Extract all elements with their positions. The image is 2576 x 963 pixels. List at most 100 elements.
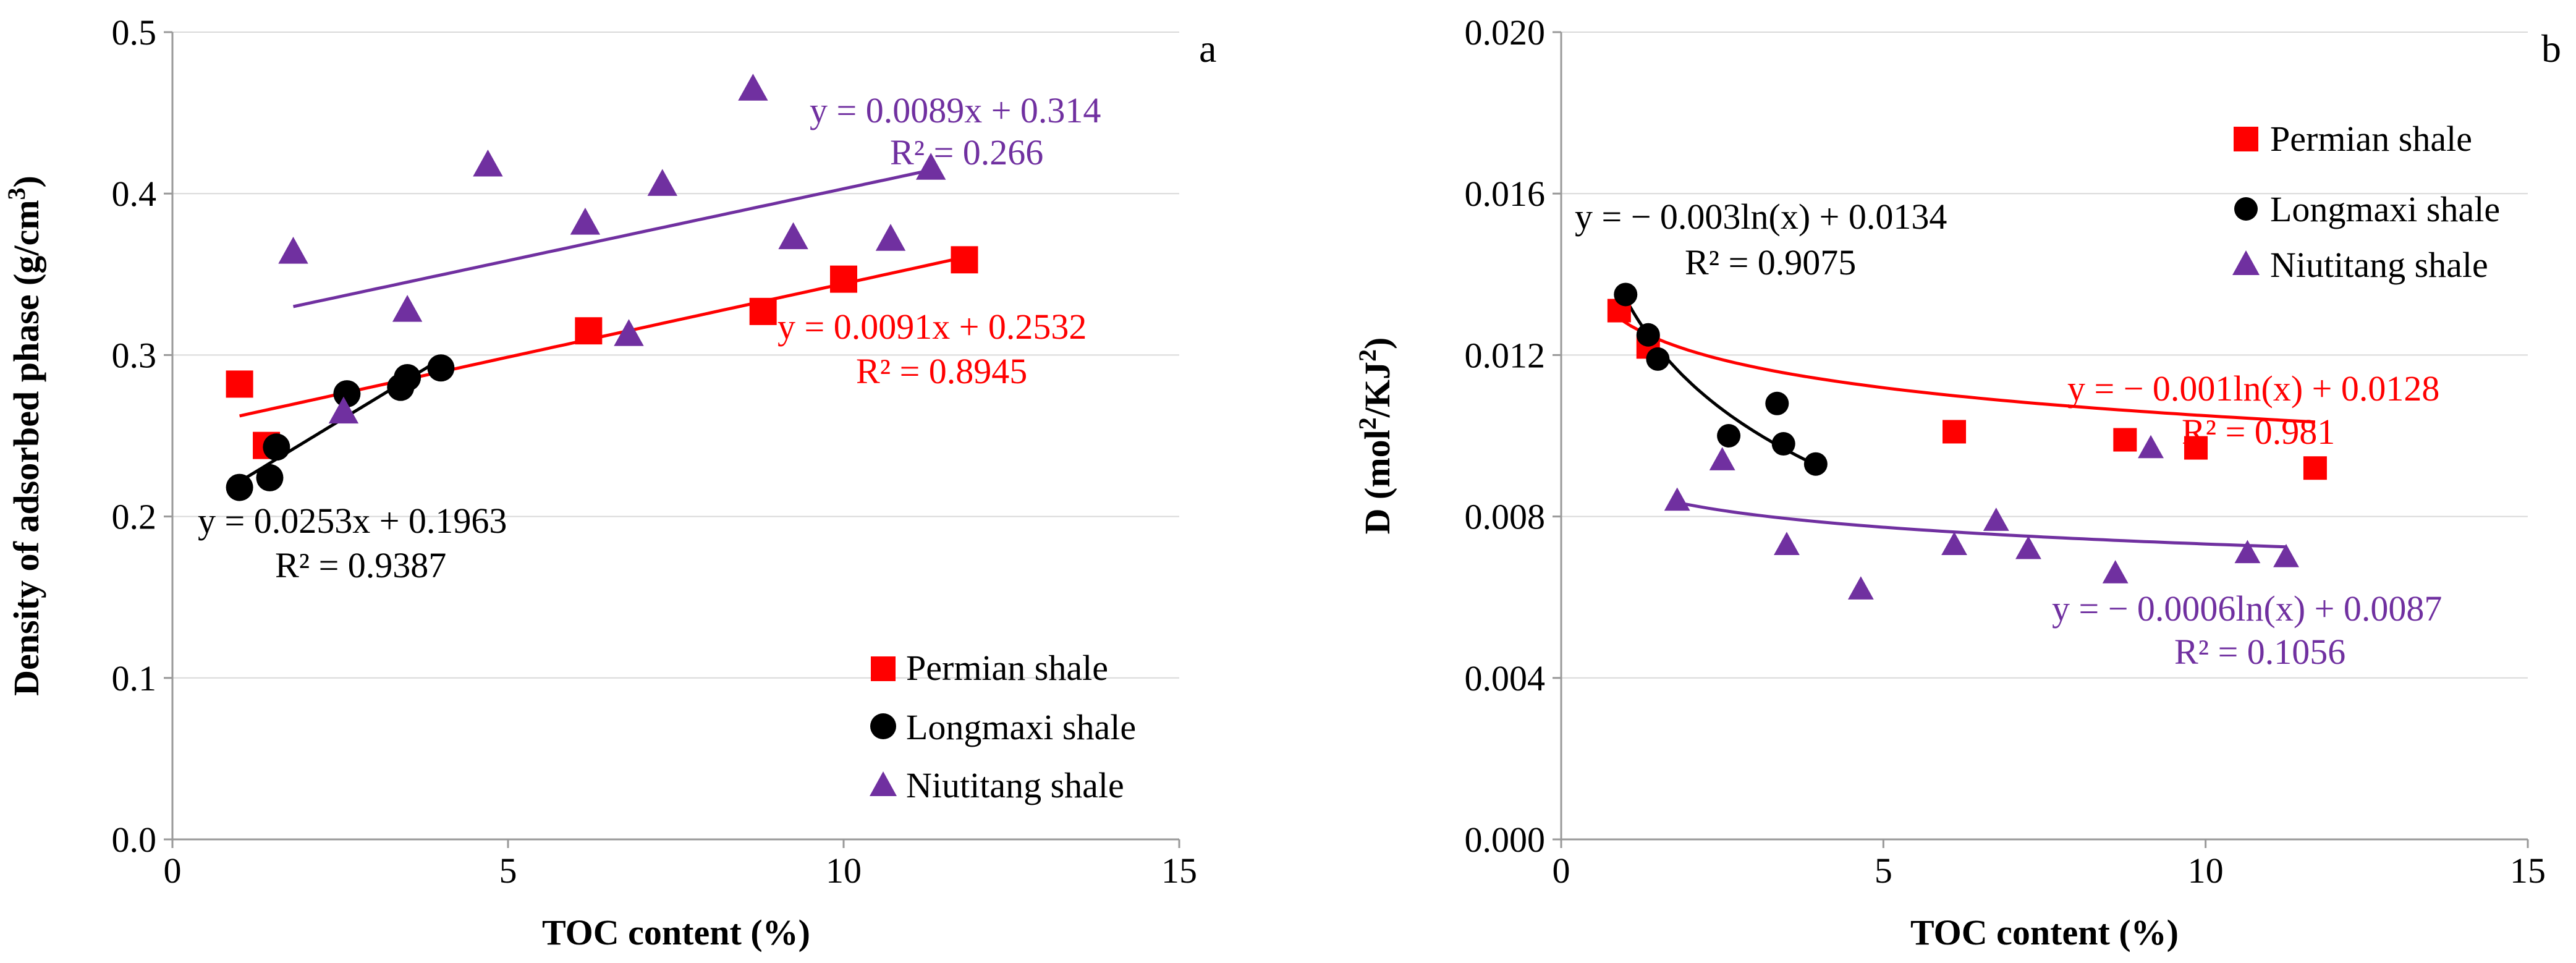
panel-a-x-axis-title: TOC content (%) bbox=[542, 912, 810, 952]
panel-b-point-longmaxi bbox=[1803, 452, 1828, 476]
panel-a-r2-longmaxi: R² = 0.9387 bbox=[275, 545, 446, 585]
panel-b-r2-longmaxi: R² = 0.9075 bbox=[1685, 242, 1856, 282]
panel-b-point-niutitang bbox=[1774, 532, 1800, 556]
panel-b-point-niutitang bbox=[1709, 447, 1735, 470]
panel-b-y-tick-label: 0.012 bbox=[1465, 335, 1546, 375]
panel-b-y-axis-title: D (mol2/KJ2) bbox=[1354, 337, 1397, 535]
panel-b-point-longmaxi bbox=[1717, 424, 1741, 448]
panel-b-y-tick-label: 0.000 bbox=[1465, 820, 1546, 860]
panel-b-point-niutitang bbox=[2015, 535, 2041, 559]
panel-b-point-permian bbox=[1943, 420, 1967, 444]
panel-a-trendline-niutitang bbox=[292, 168, 931, 308]
panel-b-trendline-permian bbox=[1618, 317, 2316, 424]
panel-a-y-tick-label: 0.4 bbox=[112, 174, 157, 214]
panel-a-r2-permian: R² = 0.8945 bbox=[856, 351, 1027, 391]
panel-b-equation-longmaxi: y = − 0.003ln(x) + 0.0134 bbox=[1575, 197, 1947, 237]
panel-a-point-permian bbox=[575, 317, 603, 345]
panel-a-point-longmaxi bbox=[226, 473, 253, 501]
panel-b-point-longmaxi bbox=[1636, 323, 1660, 347]
panel-b-points bbox=[1607, 282, 2327, 600]
panel-a-y-tick-label: 0.0 bbox=[112, 820, 157, 860]
panel-a-y-tick-label: 0.1 bbox=[112, 658, 157, 698]
panel-b-y-tick-label: 0.008 bbox=[1465, 497, 1546, 537]
panel-b-point-niutitang bbox=[2234, 540, 2261, 564]
panel-b: 0.000 0.004 0.008 0.012 0.016 0.020 0 5 10 15 b T… bbox=[1354, 12, 2561, 952]
panel-a-legend-label-niutitang: Niutitang shale bbox=[906, 765, 1124, 805]
panel-b-point-longmaxi bbox=[1646, 347, 1670, 371]
panel-a-y-tick-label: 0.5 bbox=[112, 12, 157, 53]
panel-a-point-niutitang bbox=[392, 295, 423, 322]
panel-b-point-permian bbox=[2184, 436, 2208, 460]
panel-b-legend-marker-permian bbox=[2234, 127, 2258, 151]
panel-b-point-niutitang bbox=[1941, 532, 1967, 556]
panel-b-ticks: 0.000 0.004 0.008 0.012 0.016 0.020 0 5 10 15 bbox=[1465, 12, 2546, 891]
panel-b-legend-label-niutitang: Niutitang shale bbox=[2270, 245, 2488, 285]
panel-b-equation-niutitang: y = − 0.0006ln(x) + 0.0087 bbox=[2052, 588, 2442, 629]
panel-a-legend-label-longmaxi: Longmaxi shale bbox=[906, 707, 1136, 747]
panel-a-equation-permian: y = 0.0091x + 0.2532 bbox=[777, 307, 1087, 347]
panel-b-r2-niutitang: R² = 0.1056 bbox=[2174, 632, 2345, 672]
panel-a-point-niutitang bbox=[778, 222, 808, 250]
panel-a-point-permian bbox=[226, 370, 253, 398]
panel-a-x-tick-label: 5 bbox=[499, 851, 517, 891]
panel-a-point-longmaxi bbox=[256, 464, 284, 491]
panel-a-r2-niutitang: R² = 0.266 bbox=[890, 132, 1043, 172]
panel-b-label: b bbox=[2541, 27, 2561, 70]
panel-b-point-niutitang bbox=[2102, 560, 2129, 583]
panel-a-equation-niutitang: y = 0.0089x + 0.314 bbox=[810, 90, 1101, 130]
panel-b-legend: Permian shale Longmaxi shale Niutitang s… bbox=[2232, 119, 2500, 285]
panel-a-y-tick-label: 0.3 bbox=[112, 335, 157, 375]
panel-b-point-niutitang bbox=[1664, 487, 1690, 511]
panel-a-equation-longmaxi: y = 0.0253x + 0.1963 bbox=[198, 501, 507, 541]
panel-a-legend-marker-niutitang bbox=[870, 771, 897, 796]
panel-a-point-niutitang bbox=[570, 208, 601, 235]
panel-b-point-niutitang bbox=[2273, 544, 2299, 567]
panel-a-y-tick-label: 0.2 bbox=[112, 497, 157, 537]
panel-b-y-tick-label: 0.016 bbox=[1465, 174, 1546, 214]
panel-b-x-tick-label: 0 bbox=[1553, 851, 1570, 891]
panel-a-point-permian bbox=[951, 246, 978, 274]
panel-b-point-permian bbox=[2303, 456, 2327, 480]
panel-a-y-axis-title: Density of adsorbed phase (g/cm3) bbox=[2, 176, 46, 696]
panel-b-x-tick-label: 10 bbox=[2188, 851, 2224, 891]
panel-b-r2-permian: R² = 0.981 bbox=[2182, 412, 2335, 452]
panel-b-point-niutitang bbox=[1983, 507, 2009, 531]
panel-a-point-niutitang bbox=[614, 319, 644, 346]
panel-b-gridlines bbox=[1561, 32, 2528, 679]
panel-b-point-longmaxi bbox=[1771, 432, 1795, 456]
panel-b-point-niutitang bbox=[2138, 435, 2164, 459]
panel-a-point-niutitang bbox=[915, 153, 946, 180]
panel-a-point-niutitang bbox=[328, 396, 359, 424]
panel-b-point-longmaxi bbox=[1765, 391, 1789, 415]
panel-a-point-niutitang bbox=[278, 237, 308, 264]
panel-b-point-longmaxi bbox=[1614, 282, 1638, 307]
panel-a-point-longmaxi bbox=[394, 363, 422, 391]
panel-a-x-tick-label: 0 bbox=[164, 851, 182, 891]
panel-a-x-tick-label: 15 bbox=[1161, 851, 1197, 891]
panel-b-x-axis-title: TOC content (%) bbox=[1910, 912, 2179, 952]
panel-a-legend-marker-permian bbox=[871, 656, 896, 681]
panel-a-points bbox=[226, 74, 978, 501]
panel-b-legend-marker-niutitang bbox=[2232, 250, 2260, 275]
panel-a-label: a bbox=[1199, 27, 1216, 70]
panel-a-point-niutitang bbox=[875, 224, 906, 251]
panel-a-point-longmaxi bbox=[333, 380, 361, 408]
panel-a-point-niutitang bbox=[473, 149, 503, 177]
panel-a: 0.0 0.1 0.2 0.3 0.4 0.5 0 5 10 15 a TOC content (… bbox=[2, 12, 1216, 952]
panel-a-gridlines bbox=[172, 32, 1179, 679]
panel-b-legend-label-permian: Permian shale bbox=[2270, 119, 2472, 159]
panel-b-legend-label-longmaxi: Longmaxi shale bbox=[2270, 189, 2500, 229]
panel-a-x-tick-label: 10 bbox=[826, 851, 862, 891]
panel-a-ticks: 0.0 0.1 0.2 0.3 0.4 0.5 0 5 10 15 bbox=[112, 12, 1198, 891]
panel-b-legend-marker-longmaxi bbox=[2234, 197, 2258, 221]
panel-b-x-tick-label: 5 bbox=[1875, 851, 1892, 891]
panel-a-point-longmaxi bbox=[427, 354, 455, 382]
panel-a-point-longmaxi bbox=[263, 433, 290, 461]
panel-b-y-tick-label: 0.020 bbox=[1465, 12, 1546, 53]
panel-b-y-tick-label: 0.004 bbox=[1465, 658, 1546, 698]
panel-a-legend: Permian shale Longmaxi shale Niutitang s… bbox=[870, 648, 1136, 805]
panel-a-legend-label-permian: Permian shale bbox=[906, 648, 1108, 688]
panel-b-point-permian bbox=[2113, 428, 2137, 452]
panel-a-point-permian bbox=[749, 297, 777, 325]
